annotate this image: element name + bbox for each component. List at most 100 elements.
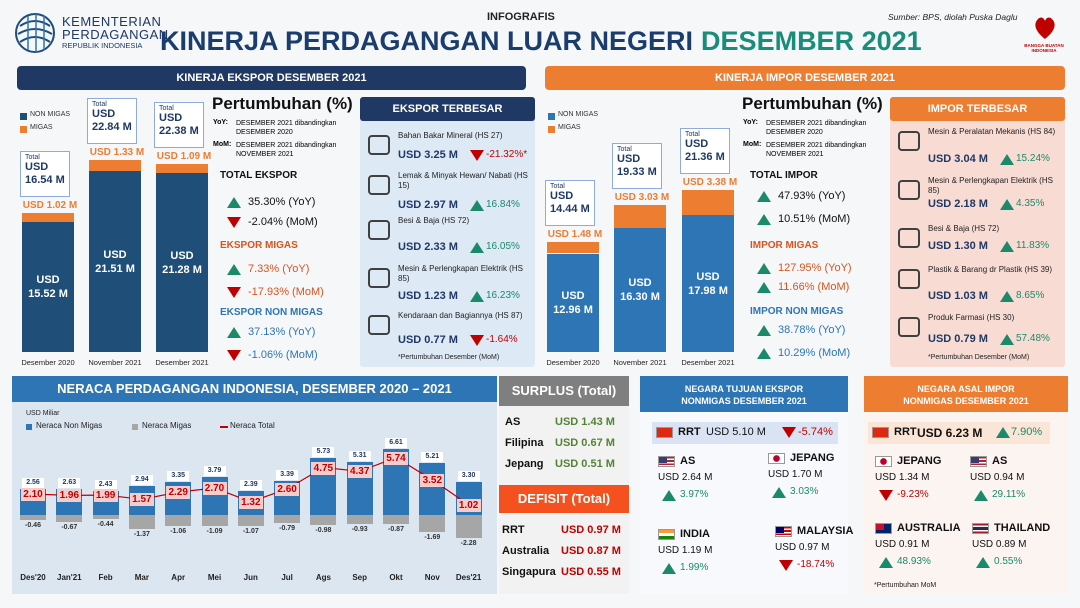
total-caption: Total: [159, 105, 174, 113]
country-value: USD 6.23 M: [917, 426, 983, 440]
flag: [658, 456, 675, 467]
product-icon: [368, 315, 390, 335]
arrow-up: [1000, 199, 1014, 210]
growth-value: 38.78% (YoY): [778, 324, 846, 336]
legend-label: NON MIGAS: [30, 111, 71, 118]
total-label: 4.37: [347, 465, 372, 479]
migas-label: USD 1.09 M: [156, 151, 212, 163]
migas-label: -1.37: [133, 530, 150, 538]
country-value: USD 1.34 M: [875, 472, 930, 483]
country: RRT: [678, 426, 701, 438]
bar-migas: [22, 213, 74, 222]
deficit-heading: DEFISIT (Total): [499, 485, 629, 513]
arrow-down: [470, 150, 484, 161]
source: Sumber: BPS, diolah Puska Daglu: [888, 12, 1018, 22]
bar-non-migas: [22, 221, 74, 352]
total-caption: Total: [25, 154, 40, 162]
growth-group: EKSPOR NON MIGAS: [220, 307, 323, 318]
total-label: 4.75: [311, 461, 336, 475]
flag: [775, 526, 792, 537]
arrow-up: [662, 563, 676, 574]
surplus-value: USD 0.51 M: [555, 458, 615, 470]
non-migas-label: 5.21: [421, 451, 444, 462]
growth-group: TOTAL EKSPOR: [220, 170, 298, 181]
growth-group: TOTAL IMPOR: [750, 170, 818, 181]
month-label: Apr: [171, 573, 186, 582]
bar-migas: [455, 515, 482, 538]
arrow-up: [1000, 241, 1014, 252]
country: Singapura: [502, 566, 556, 578]
surplus-heading: SURPLUS (Total): [499, 376, 629, 406]
arrow-up: [879, 557, 893, 568]
flag: [872, 427, 889, 438]
country-value: USD 0.89 M: [972, 539, 1027, 550]
product-value: USD 3.25 M: [398, 149, 458, 161]
country: INDIA: [680, 528, 710, 540]
flag: [875, 523, 892, 534]
country: AUSTRALIA: [897, 522, 961, 534]
growth-value: 35.30% (YoY): [248, 196, 316, 208]
country-panel: [640, 376, 848, 594]
month-label: Nov: [424, 573, 440, 582]
country-value: USD 0.94 M: [970, 472, 1025, 483]
growth-value: 10.51% (MoM): [778, 213, 851, 225]
country-growth: -9.23%: [897, 489, 929, 500]
country: Jepang: [505, 458, 544, 470]
total-label: 3.52: [420, 473, 445, 487]
month-label: Des'20: [20, 573, 46, 582]
bar-migas: [614, 205, 666, 229]
legend-label: Neraca Total: [230, 421, 275, 430]
arrow-down: [470, 335, 484, 346]
bar-migas: [20, 515, 46, 520]
month-label: Jan'21: [57, 573, 82, 582]
total-box: Total USD 14.44 M: [545, 180, 595, 227]
bar-non-migas: [89, 171, 141, 352]
flag: [970, 456, 987, 467]
arrow-up: [757, 191, 771, 202]
product-name: Plastik & Barang dr Plastik (HS 39): [928, 265, 1053, 274]
total-label: 2.10: [21, 488, 45, 501]
bar-migas: [419, 515, 446, 532]
flag: [768, 453, 785, 464]
bar-migas: [56, 515, 83, 522]
footnote: *Pertumbuhan MoM: [874, 582, 937, 589]
arrow-up: [757, 325, 771, 336]
month-label: Sep: [352, 573, 368, 582]
non-migas-label: 2.94: [130, 474, 153, 485]
non-migas-label: 6.61: [385, 437, 407, 448]
product-value: USD 2.97 M: [398, 199, 458, 211]
bar-non-migas: [419, 462, 446, 515]
growth-title: Pertumbuhan (%): [742, 94, 883, 113]
product-growth: 57.48%: [1016, 333, 1050, 344]
growth-value: 47.93% (YoY): [778, 190, 846, 202]
footnote: *Pertumbuhan Desember (MoM): [398, 354, 500, 361]
growth-desc: DESEMBER 2021 dibandingkan DESEMBER 2020: [766, 120, 867, 136]
non-migas-label: 3.30: [457, 471, 480, 481]
legend-label: NON MIGAS: [558, 111, 599, 118]
arrow-down: [782, 427, 796, 438]
bar-non-migas: [614, 228, 666, 352]
flag: [658, 529, 675, 540]
product-icon: [898, 228, 920, 248]
bar-non-migas: [682, 215, 734, 352]
unit-label: USD Miliar: [26, 410, 60, 417]
migas-label: -0.93: [351, 526, 368, 534]
month-label: Okt: [389, 573, 403, 582]
legend-swatch: [20, 113, 27, 120]
total-label: USD 19.33 M: [617, 153, 657, 179]
growth-value: -2.04% (MoM): [248, 216, 318, 228]
country: MALAYSIA: [797, 525, 854, 537]
country-value: USD 1.19 M: [658, 545, 713, 556]
legend-label: Neraca Non Migas: [36, 421, 103, 430]
total-caption: Total: [685, 130, 700, 138]
total-label: USD 21.36 M: [685, 137, 725, 163]
product-growth: 15.24%: [1016, 153, 1050, 164]
month-label: Ags: [315, 573, 331, 582]
surplus-value: USD 1.43 M: [555, 416, 615, 428]
product-name: Besi & Baja (HS 72): [398, 216, 470, 225]
country-growth: -5.74%: [798, 426, 833, 438]
total-caption: Total: [617, 146, 632, 154]
deficit-value: USD 0.55 M: [561, 566, 621, 578]
arrow-down: [227, 287, 241, 298]
arrow-down: [779, 560, 793, 571]
